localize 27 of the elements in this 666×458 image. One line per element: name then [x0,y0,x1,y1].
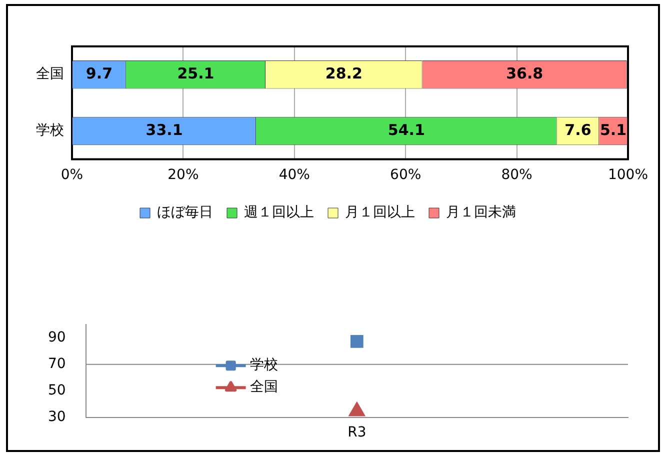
x-tick-label: 0% [60,167,84,184]
data-label: 36.8 [506,64,544,82]
data-label: 54.1 [388,120,425,139]
y-tick-label: 30 [48,409,66,426]
x-tick-label: 100% [608,167,648,184]
data-label: 25.1 [177,64,214,82]
data-label: 7.6 [564,120,592,139]
data-label: 28.2 [325,64,362,82]
x-tick-label: 40% [278,167,310,184]
legend-label: 学校 [250,357,278,374]
data-label: 33.1 [146,120,183,139]
legend-label: 全国 [250,379,278,396]
x-tick-label: 60% [390,167,422,184]
legend-label: ほぼ毎日 [157,204,213,221]
legend-label: 月１回未満 [446,204,516,221]
x-tick-label: R3 [348,424,366,441]
data-label: 9.7 [86,64,113,82]
x-tick-label: 20% [168,167,199,184]
legend-label: 月１回以上 [345,204,415,221]
x-tick-label: 80% [501,167,532,184]
y-tick-label: 70 [48,356,66,372]
data-label: 5.1 [600,120,627,139]
y-tick-label: 全国 [36,66,64,82]
y-tick-label: 50 [48,382,66,399]
y-tick-label: 90 [48,329,66,346]
legend-label: 週１回以上 [244,204,314,221]
y-tick-label: 学校 [36,122,64,139]
